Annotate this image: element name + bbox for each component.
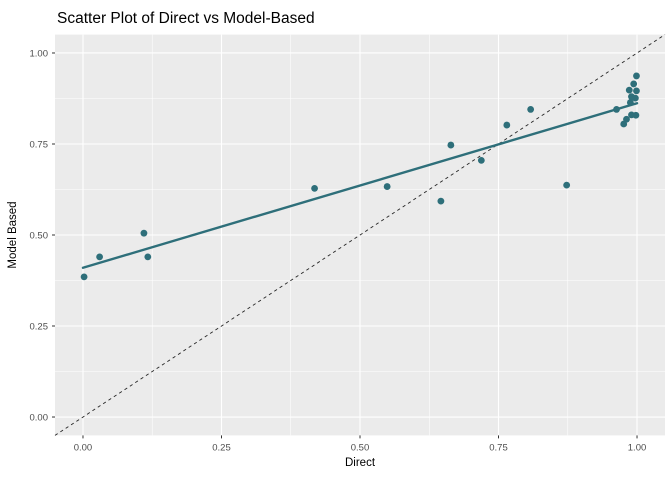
x-tick-label: 0.25 xyxy=(212,442,231,453)
data-point xyxy=(96,253,104,261)
data-point xyxy=(626,99,634,106)
data-point xyxy=(383,183,391,190)
data-point xyxy=(631,94,639,102)
data-point xyxy=(140,229,148,237)
data-point xyxy=(633,72,640,80)
chart-root: 0.00 0.25 0.50 0.75 1.00 0.00 0.25 0.50 0.75 1.00 xyxy=(30,34,666,453)
data-point xyxy=(625,86,633,94)
x-tick-label: 0.50 xyxy=(351,442,370,453)
x-tick-label: 0.75 xyxy=(489,442,508,453)
data-point xyxy=(80,273,88,281)
data-point xyxy=(632,111,640,119)
y-axis-title: Model Based xyxy=(7,201,19,268)
y-tick-label: 0.25 xyxy=(30,321,49,332)
data-point xyxy=(630,80,638,88)
data-point xyxy=(437,197,445,205)
data-point xyxy=(620,120,628,128)
y-tick-label: 0.00 xyxy=(30,412,49,423)
x-tick-label: 0.00 xyxy=(74,442,93,453)
plot-title: Scatter Plot of Direct vs Model-Based xyxy=(57,10,315,27)
data-point xyxy=(477,156,485,164)
data-point xyxy=(633,87,640,95)
trend-line xyxy=(81,102,639,269)
data-point xyxy=(503,121,511,129)
y-tick-label: 0.75 xyxy=(30,139,49,150)
x-axis-title: Direct xyxy=(345,457,376,469)
y-tick-label: 0.50 xyxy=(30,230,49,241)
data-point xyxy=(527,106,535,113)
identity-line xyxy=(54,34,666,436)
data-point xyxy=(144,253,152,261)
x-tick-label: 1.00 xyxy=(628,442,647,453)
data-point xyxy=(563,181,571,189)
data-point xyxy=(447,141,455,149)
y-tick-label: 1.00 xyxy=(30,48,49,59)
data-point xyxy=(613,106,620,113)
data-point xyxy=(311,185,318,192)
